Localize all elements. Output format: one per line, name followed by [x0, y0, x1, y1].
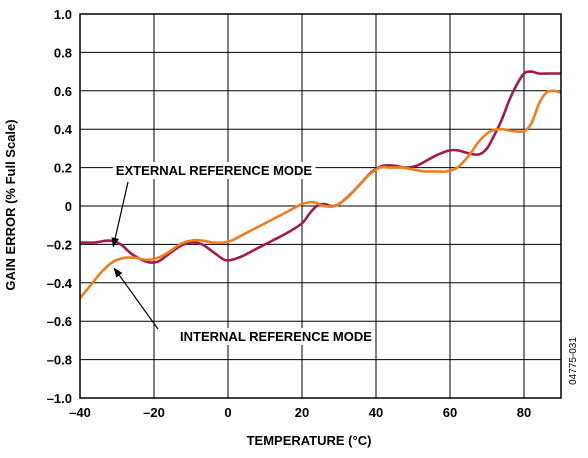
- x-tick-label: –40: [69, 405, 91, 420]
- y-tick-label: 0: [65, 199, 72, 214]
- annotation-label: EXTERNAL REFERENCE MODE: [116, 163, 313, 178]
- annotation-arrow: [113, 267, 159, 330]
- y-tick-label: 0.8: [54, 45, 72, 60]
- annotation-label: INTERNAL REFERENCE MODE: [180, 329, 372, 344]
- y-tick-label: 0.6: [54, 84, 72, 99]
- y-tick-label: –1.0: [47, 391, 72, 406]
- y-tick-label: –0.4: [47, 276, 73, 291]
- y-tick-label: –0.8: [47, 353, 72, 368]
- y-tick-label: 1.0: [54, 7, 72, 22]
- annotation-label-bg: [112, 162, 316, 179]
- series-group: [78, 70, 562, 300]
- y-axis-title: GAIN ERROR (% Full Scale): [3, 119, 18, 290]
- tick-labels: –40 –20 0 20 40 60 80 1.0 0.8 0.6 0.4 0.2 0 –0.2 –0.4 –…: [47, 7, 532, 420]
- annotations: EXTERNAL REFERENCE MODE INTERNAL REFERENC…: [111, 162, 376, 345]
- x-axis-title: TEMPERATURE (°C): [247, 433, 372, 448]
- annotation-arrow: [111, 181, 129, 248]
- x-tick-label: 60: [443, 405, 457, 420]
- series-line-2: [78, 89, 562, 300]
- plot-frame: [79, 13, 562, 399]
- y-tick-label: –0.2: [47, 237, 72, 252]
- x-tick-label: 20: [295, 405, 309, 420]
- x-tick-label: 0: [224, 405, 231, 420]
- y-tick-label: 0.4: [54, 122, 73, 137]
- y-tick-label: 0.2: [54, 161, 72, 176]
- figure-id: 04775-031: [568, 337, 579, 385]
- y-tick-label: –0.6: [47, 314, 72, 329]
- x-tick-label: 40: [369, 405, 383, 420]
- x-tick-label: 80: [517, 405, 531, 420]
- annotation-label-bg: [177, 328, 376, 345]
- x-tick-label: –20: [143, 405, 165, 420]
